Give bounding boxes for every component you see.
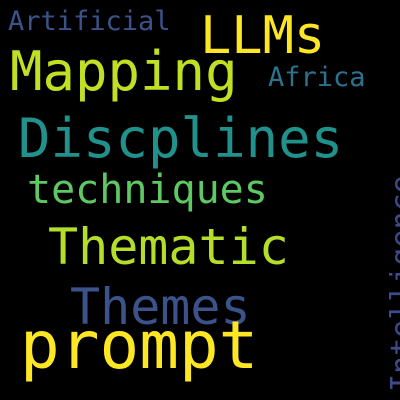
word-techniques: techniques [27,167,268,213]
word-thematic: Thematic [48,218,289,276]
word-mapping: Mapping [10,40,238,103]
word-themes: Themes [70,278,251,336]
word-discplines: Discplines [18,107,344,170]
word-prompt: prompt [20,307,259,384]
word-africa: Africa [268,62,366,93]
word-llms: LLMs [200,6,326,66]
word-intelligence: Intelligence [385,175,400,392]
word-artificial: Artificial [8,6,171,37]
